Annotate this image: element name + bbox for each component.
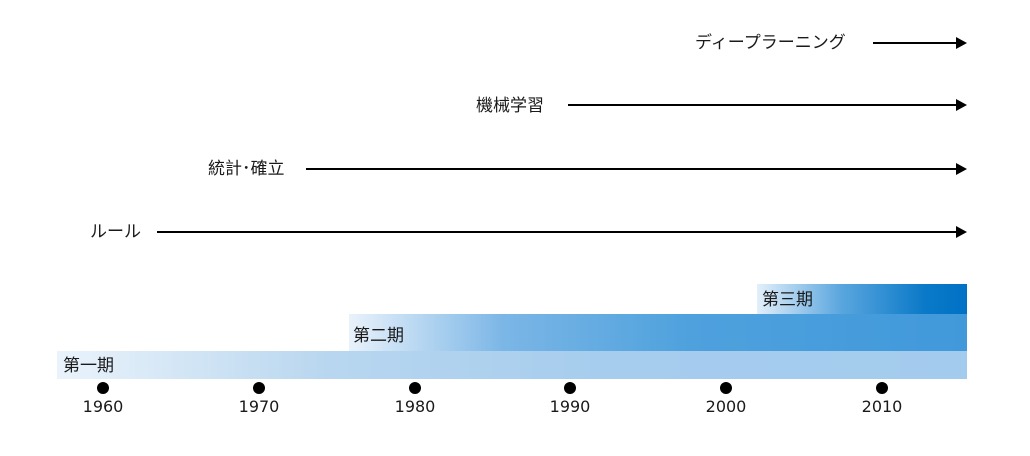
arrow-line	[873, 42, 957, 44]
arrow-line	[157, 231, 957, 233]
timeline-dot-icon	[409, 382, 421, 394]
year-label: 2000	[705, 397, 747, 416]
year-label: 1980	[394, 397, 436, 416]
period-label-2: 第二期	[353, 326, 404, 346]
period-band-2	[349, 314, 967, 351]
period-band-1	[57, 351, 967, 379]
timeline-dot-icon	[720, 382, 732, 394]
technique-label: 統計･確立	[208, 159, 285, 179]
year-label: 1960	[82, 397, 124, 416]
period-label-1: 第一期	[63, 356, 114, 376]
arrow-head-icon	[956, 226, 967, 238]
year-label: 1970	[238, 397, 280, 416]
arrow-line	[568, 104, 957, 106]
arrow-head-icon	[956, 163, 967, 175]
technique-label: 機械学習	[476, 96, 544, 116]
period-label-3: 第三期	[762, 290, 813, 310]
year-label: 1990	[549, 397, 591, 416]
technique-label: ディープラーニング	[695, 33, 846, 53]
timeline-dot-icon	[876, 382, 888, 394]
timeline-dot-icon	[564, 382, 576, 394]
technique-label: ルール	[90, 222, 141, 242]
period-band-3	[757, 284, 967, 314]
timeline-dot-icon	[253, 382, 265, 394]
arrow-head-icon	[956, 37, 967, 49]
year-label: 2010	[861, 397, 903, 416]
timeline-dot-icon	[97, 382, 109, 394]
arrow-line	[306, 168, 957, 170]
arrow-head-icon	[956, 99, 967, 111]
